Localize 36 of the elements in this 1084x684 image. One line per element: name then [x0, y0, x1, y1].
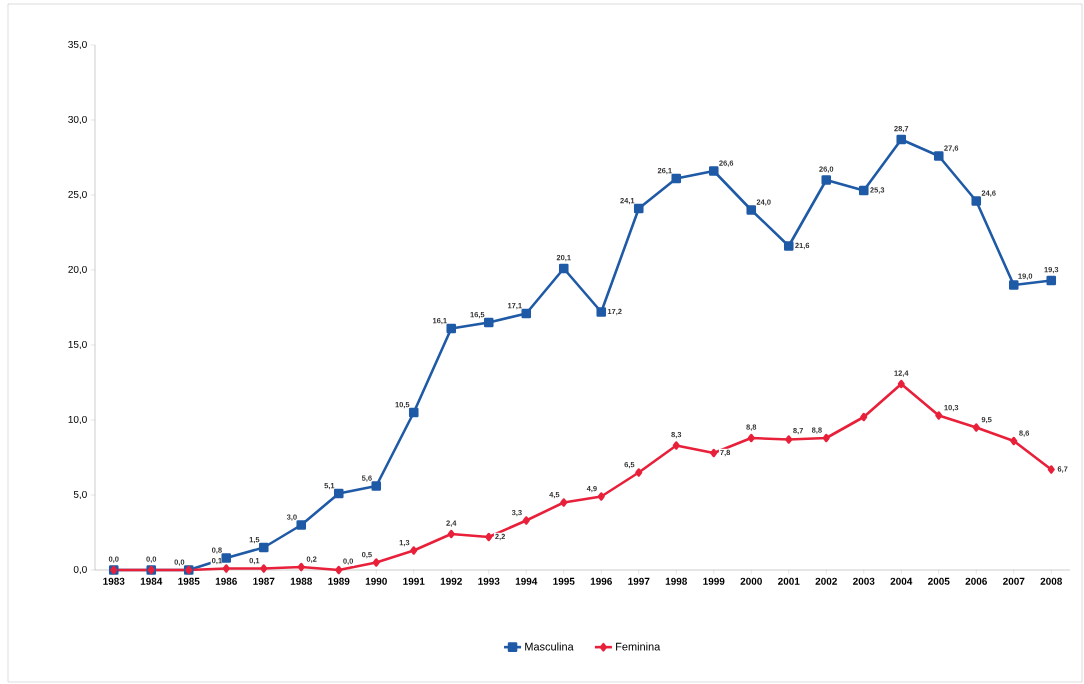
- x-tick-label: 2000: [740, 577, 762, 585]
- x-tick-label: 2007: [1003, 577, 1025, 585]
- x-tick-label: 1991: [403, 577, 425, 585]
- legend-label: Masculina: [525, 642, 574, 651]
- x-tick-label: 2005: [928, 577, 950, 585]
- y-tick-label: 35,0: [68, 40, 87, 50]
- x-tick-label: 1997: [628, 577, 650, 585]
- x-tick-label: 1988: [290, 577, 313, 585]
- x-tick-label: 2006: [965, 577, 987, 585]
- y-tick-label: 25,0: [68, 190, 87, 200]
- x-tick-label: 1984: [140, 577, 163, 585]
- x-tick-label: 1989: [328, 577, 350, 585]
- x-tick-label: 2003: [853, 577, 875, 585]
- x-tick-label: 1987: [253, 577, 275, 585]
- x-tick-label: 1990: [365, 577, 387, 585]
- x-tick-label: 1986: [215, 577, 237, 585]
- x-tick-label: 2004: [890, 577, 913, 585]
- x-tick-label: 1996: [590, 577, 612, 585]
- x-tick-label: 1992: [440, 577, 462, 585]
- y-tick-label: 0,0: [73, 565, 87, 575]
- y-tick-label: 20,0: [68, 265, 87, 275]
- x-tick-label: 1999: [703, 577, 725, 585]
- x-tick-label: 2002: [815, 577, 837, 585]
- y-tick-label: 5,0: [73, 490, 87, 500]
- y-tick-label: 10,0: [68, 415, 87, 425]
- y-tick-label: 15,0: [68, 340, 87, 350]
- x-tick-label: 1995: [553, 577, 575, 585]
- x-tick-label: 2001: [778, 577, 800, 585]
- x-tick-label: 1993: [478, 577, 500, 585]
- x-tick-label: 1998: [665, 577, 688, 585]
- x-tick-label: 1994: [515, 577, 538, 585]
- x-tick-label: 2008: [1040, 577, 1063, 585]
- legend-label: Feminina: [616, 642, 661, 651]
- y-tick-label: 30,0: [68, 115, 87, 125]
- x-tick-label: 1985: [178, 577, 200, 585]
- x-tick-label: 1983: [103, 577, 125, 585]
